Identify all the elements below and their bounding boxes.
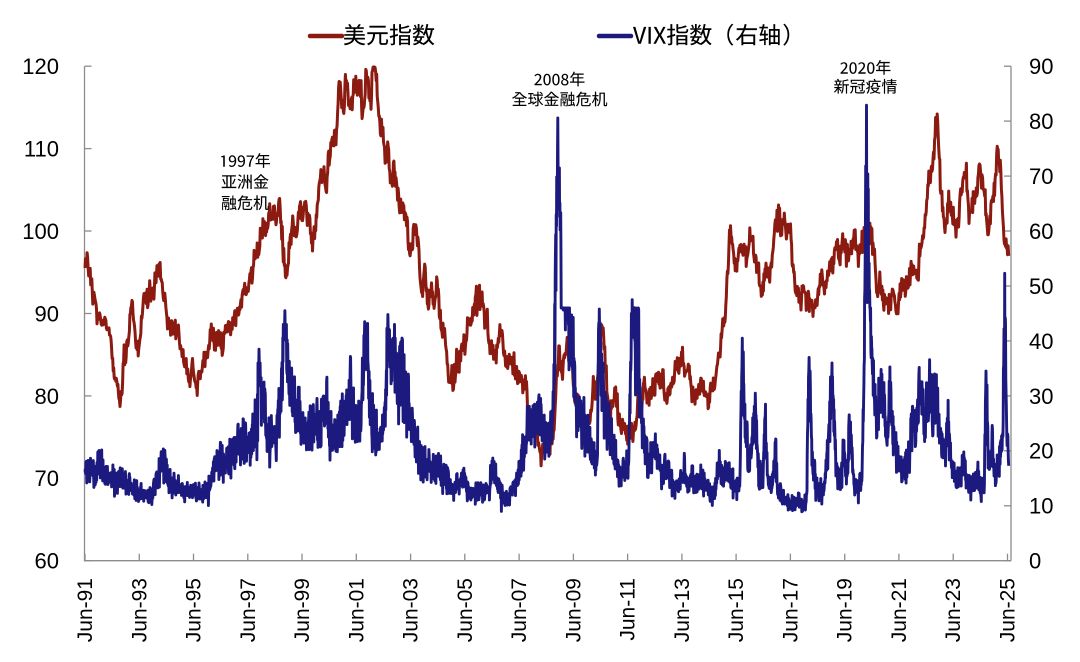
svg-text:0: 0 — [1029, 549, 1041, 574]
svg-text:70: 70 — [35, 466, 59, 491]
svg-text:110: 110 — [24, 137, 59, 162]
svg-text:90: 90 — [1029, 54, 1053, 79]
svg-text:70: 70 — [1029, 164, 1053, 189]
svg-text:40: 40 — [1029, 329, 1053, 354]
svg-text:80: 80 — [35, 384, 59, 409]
svg-text:30: 30 — [1029, 384, 1053, 409]
svg-text:10: 10 — [1029, 494, 1053, 519]
svg-text:100: 100 — [22, 219, 59, 244]
svg-text:Jun-21: Jun-21 — [888, 578, 911, 642]
svg-text:Jun-91: Jun-91 — [74, 578, 97, 642]
svg-text:Jun-05: Jun-05 — [454, 578, 477, 642]
svg-text:Jun-03: Jun-03 — [400, 578, 423, 642]
svg-text:60: 60 — [35, 549, 59, 574]
svg-text:Jun-25: Jun-25 — [997, 578, 1020, 642]
svg-text:Jun-95: Jun-95 — [183, 578, 206, 642]
svg-text:120: 120 — [22, 54, 59, 79]
svg-text:Jun-13: Jun-13 — [671, 578, 694, 642]
svg-text:50: 50 — [1029, 274, 1053, 299]
svg-text:Jun-19: Jun-19 — [834, 578, 857, 642]
svg-text:20: 20 — [1029, 439, 1053, 464]
svg-text:Jun-99: Jun-99 — [291, 578, 314, 642]
svg-text:Jun-17: Jun-17 — [779, 578, 802, 642]
svg-text:Jun-01: Jun-01 — [345, 578, 368, 642]
svg-text:Jun-07: Jun-07 — [508, 578, 531, 642]
svg-text:Jun-93: Jun-93 — [128, 578, 151, 642]
svg-text:Jun-15: Jun-15 — [725, 578, 748, 642]
svg-text:Jun-09: Jun-09 — [562, 578, 585, 642]
svg-text:Jun-97: Jun-97 — [237, 578, 260, 642]
svg-text:80: 80 — [1029, 109, 1053, 134]
svg-text:Jun-11: Jun-11 — [617, 578, 640, 641]
svg-text:60: 60 — [1029, 219, 1053, 244]
svg-text:Jun-23: Jun-23 — [942, 578, 965, 642]
svg-text:90: 90 — [35, 301, 59, 326]
